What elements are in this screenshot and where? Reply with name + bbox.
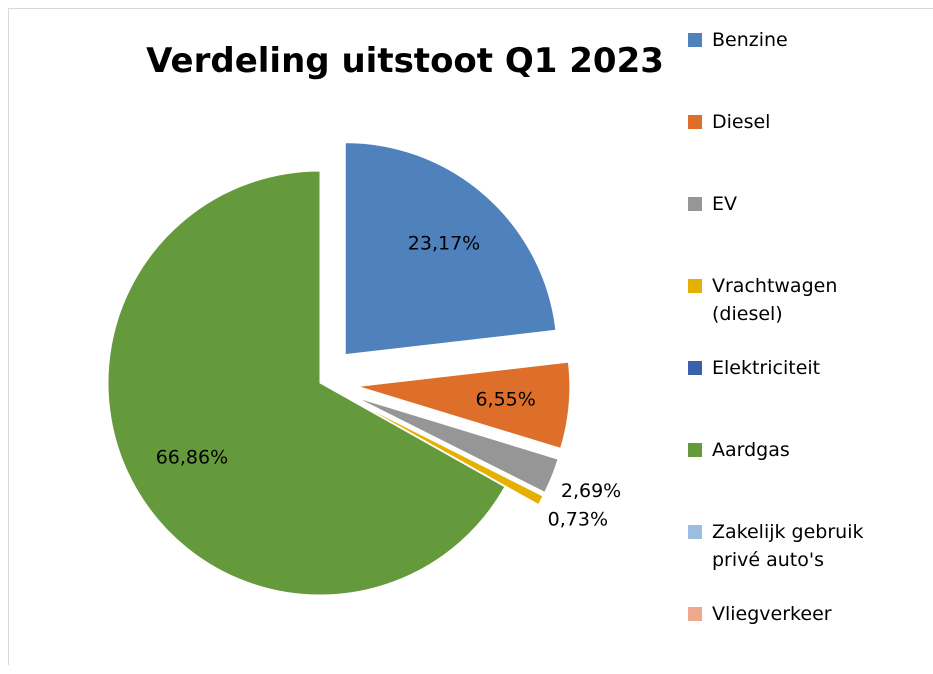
chart-title: Verdeling uitstoot Q1 2023	[146, 41, 664, 81]
legend-entry: Benzine	[688, 26, 890, 54]
legend-swatch	[688, 361, 702, 375]
legend-label: Benzine	[712, 29, 788, 51]
legend-swatch	[688, 115, 702, 129]
legend-entry: Diesel	[688, 108, 890, 136]
pie-slice	[344, 142, 557, 356]
pie-slice	[353, 400, 544, 506]
legend-entry: Aardgas	[688, 436, 890, 464]
legend-entry: Vliegverkeer	[688, 600, 890, 628]
legend-label: Aardgas	[712, 439, 790, 461]
legend-label: Vliegverkeer	[712, 603, 832, 625]
legend-label: Elektriciteit	[712, 357, 821, 379]
legend-entry: EV	[688, 190, 890, 218]
pie-slice	[355, 396, 559, 493]
legend-label: Diesel	[712, 111, 771, 133]
legend-swatch	[688, 279, 702, 293]
legend-label: EV	[712, 193, 738, 215]
data-label: 23,17%	[408, 232, 480, 254]
legend-swatch	[688, 33, 702, 47]
pie-slice	[107, 170, 506, 596]
legend-entry: Elektriciteit	[688, 354, 890, 382]
data-label: 0,73%	[548, 509, 608, 531]
legend-swatch	[688, 443, 702, 457]
data-label: 6,55%	[475, 388, 535, 410]
legend-entry: Vrachtwagen (diesel)	[688, 272, 890, 328]
legend-swatch	[688, 607, 702, 621]
legend-swatch	[688, 525, 702, 539]
legend-swatch	[688, 197, 702, 211]
data-label: 66,86%	[156, 446, 228, 468]
data-label: 2,69%	[561, 480, 621, 502]
legend-entry: Zakelijk gebruik privé auto's	[688, 518, 890, 574]
legend-label: Zakelijk gebruik privé auto's	[712, 521, 864, 571]
legend-label: Vrachtwagen (diesel)	[712, 275, 838, 325]
pie-slice	[357, 361, 571, 450]
